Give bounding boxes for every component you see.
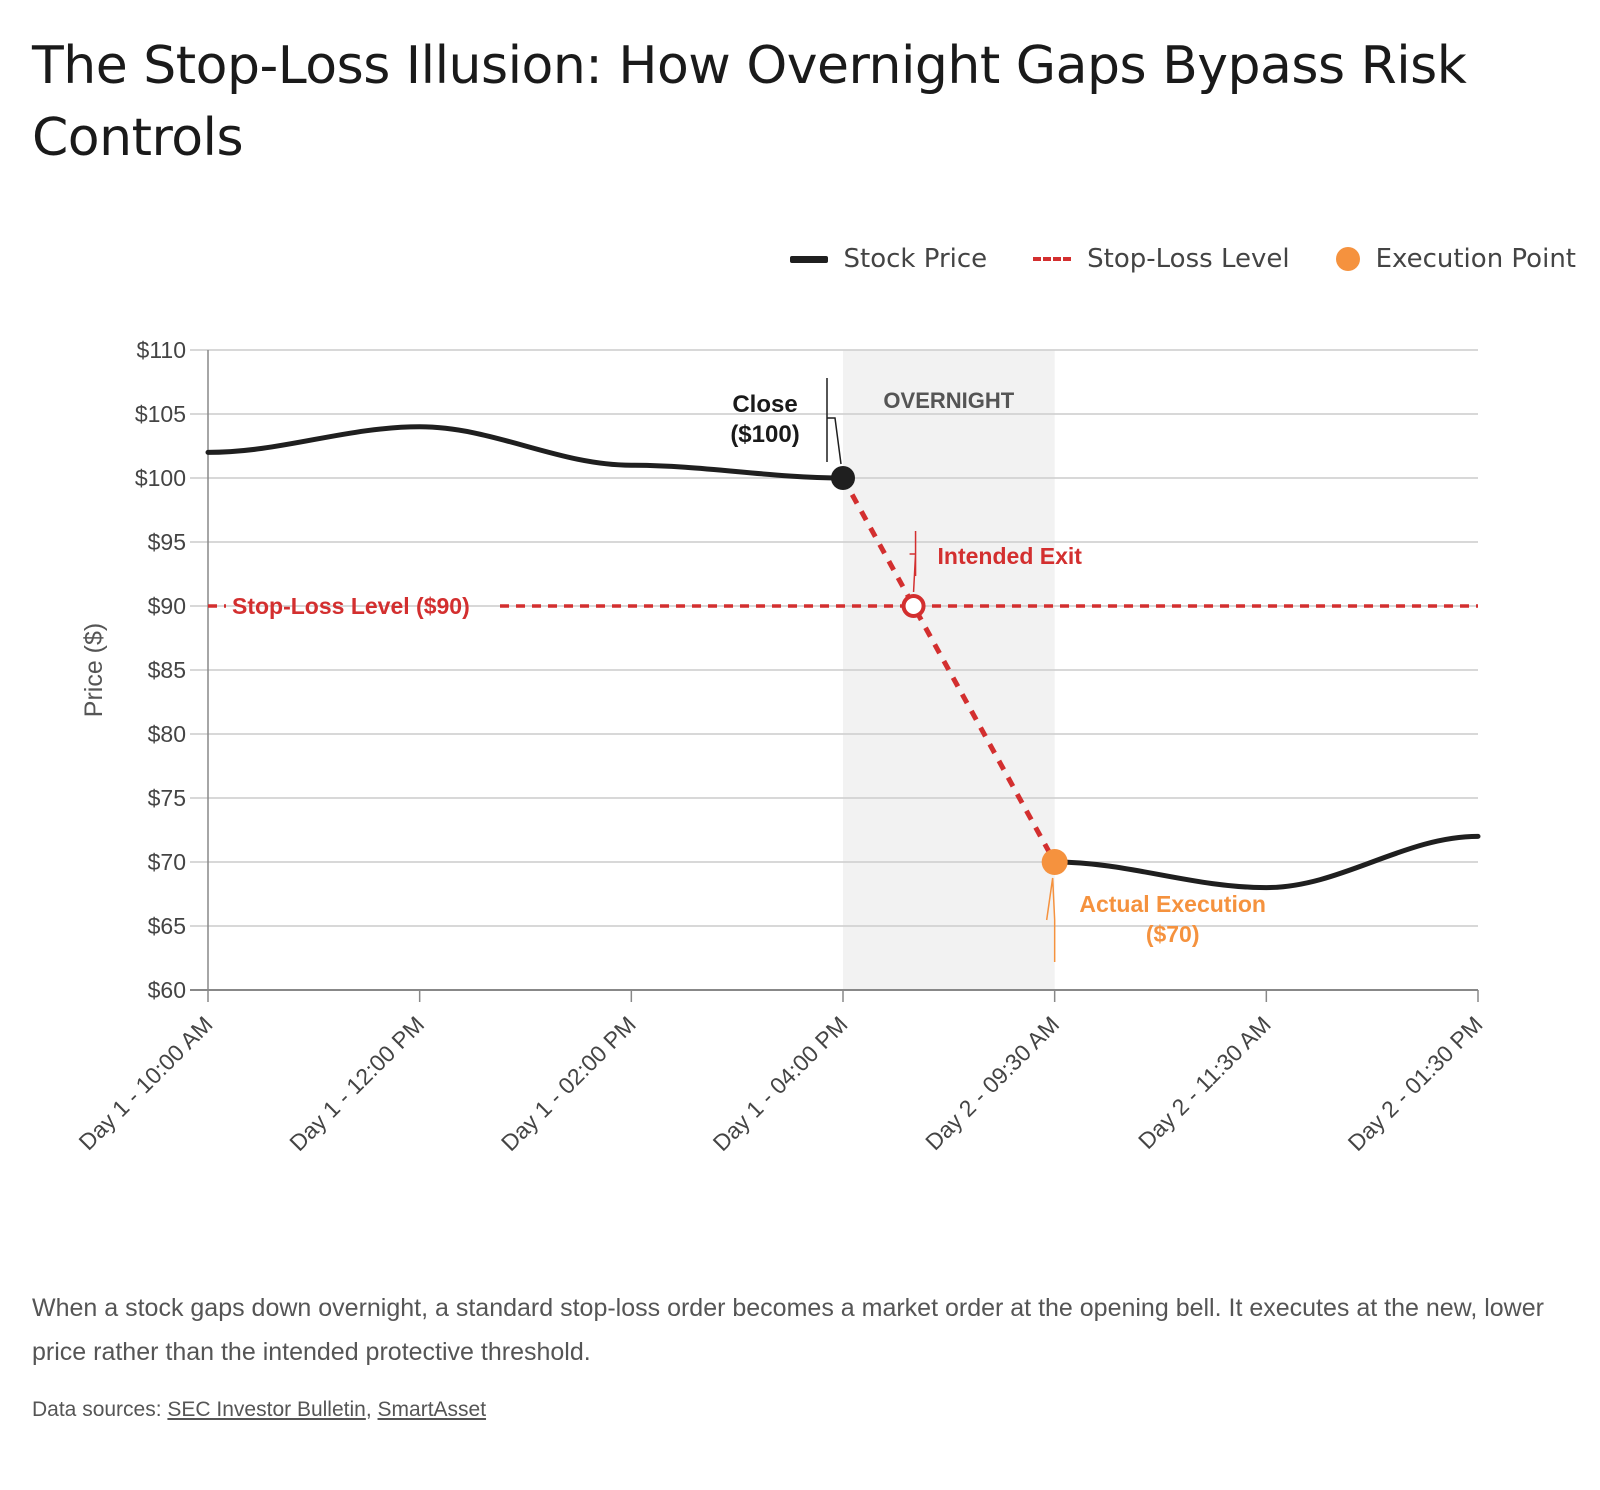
sources-separator: , <box>365 1398 378 1421</box>
x-tick-label: Day 1 - 02:00 PM <box>496 1011 641 1156</box>
chart-caption: When a stock gaps down overnight, a stan… <box>32 1294 1544 1366</box>
y-tick-label: $65 <box>148 913 186 939</box>
legend-item-execution: Execution Point <box>1335 244 1576 274</box>
y-tick-label: $85 <box>148 657 186 683</box>
y-tick-label: $110 <box>137 337 186 363</box>
x-tick-label: Day 1 - 12:00 PM <box>284 1011 429 1156</box>
execution-point <box>1041 849 1068 875</box>
y-tick-label: $100 <box>135 465 186 491</box>
gap-line <box>840 476 1057 864</box>
x-tick-label: Day 2 - 09:30 AM <box>920 1011 1064 1155</box>
close-point <box>831 466 855 490</box>
x-tick-label: Day 2 - 11:30 AM <box>1133 1011 1276 1154</box>
legend-label-stock-price: Stock Price <box>843 244 988 274</box>
data-sources: Data sources: SEC Investor Bulletin, Sma… <box>32 1398 486 1422</box>
execution-annotation-line1: Actual Execution <box>1079 891 1266 917</box>
intended-exit-point <box>901 594 926 618</box>
legend-swatch-dot <box>1335 247 1360 271</box>
intended-exit-connector <box>909 531 917 593</box>
price-line-day1 <box>205 424 846 481</box>
source-link-smartasset[interactable]: SmartAsset <box>377 1398 487 1421</box>
line-chart: OVERNIGHT $60 $65 $70 $75 $80 $85 $90 $95 $100 $10… <box>73 337 1488 1156</box>
legend-item-stock-price: Stock Price <box>789 244 988 274</box>
y-tick-label: $60 <box>148 977 186 1003</box>
price-line-day2 <box>1052 833 1481 891</box>
y-tick-label: $75 <box>148 785 186 811</box>
legend-swatch-solid-line <box>789 255 828 263</box>
legend-item-stop-loss: Stop-Loss Level <box>1033 244 1290 274</box>
intended-exit-label: Intended Exit <box>938 543 1083 569</box>
execution-annotation-line2: ($70) <box>1146 921 1200 947</box>
y-tick-label: $90 <box>148 593 186 619</box>
x-tick-label: Day 1 - 10:00 AM <box>73 1011 217 1155</box>
close-annotation-line2: ($100) <box>730 421 799 448</box>
sources-prefix: Data sources: <box>32 1398 168 1421</box>
legend-swatch-dashed-line <box>1033 257 1072 261</box>
execution-connector <box>1045 877 1056 962</box>
chart-title: The Stop-Loss Illusion: How Overnight Ga… <box>32 36 1467 168</box>
legend: Stock Price Stop-Loss Level Execution Po… <box>744 244 1576 274</box>
y-tick-label: $95 <box>148 529 186 555</box>
y-tick-label: $70 <box>148 849 186 875</box>
x-tick-label: Day 2 - 01:30 PM <box>1343 1011 1488 1156</box>
legend-label-stop-loss: Stop-Loss Level <box>1087 244 1290 274</box>
stop-loss-label: Stop-Loss Level ($90) <box>232 593 470 619</box>
y-tick-label: $80 <box>148 721 186 747</box>
x-tick-label: Day 1 - 04:00 PM <box>708 1011 853 1156</box>
source-link-sec[interactable]: SEC Investor Bulletin <box>167 1398 366 1421</box>
y-tick-label: $105 <box>135 401 186 427</box>
legend-label-execution: Execution Point <box>1375 244 1576 274</box>
y-axis-label: Price ($) <box>80 623 108 717</box>
close-annotation-line1: Close <box>732 391 797 418</box>
overnight-label: OVERNIGHT <box>883 388 1014 413</box>
close-annotation-connector <box>826 378 842 465</box>
